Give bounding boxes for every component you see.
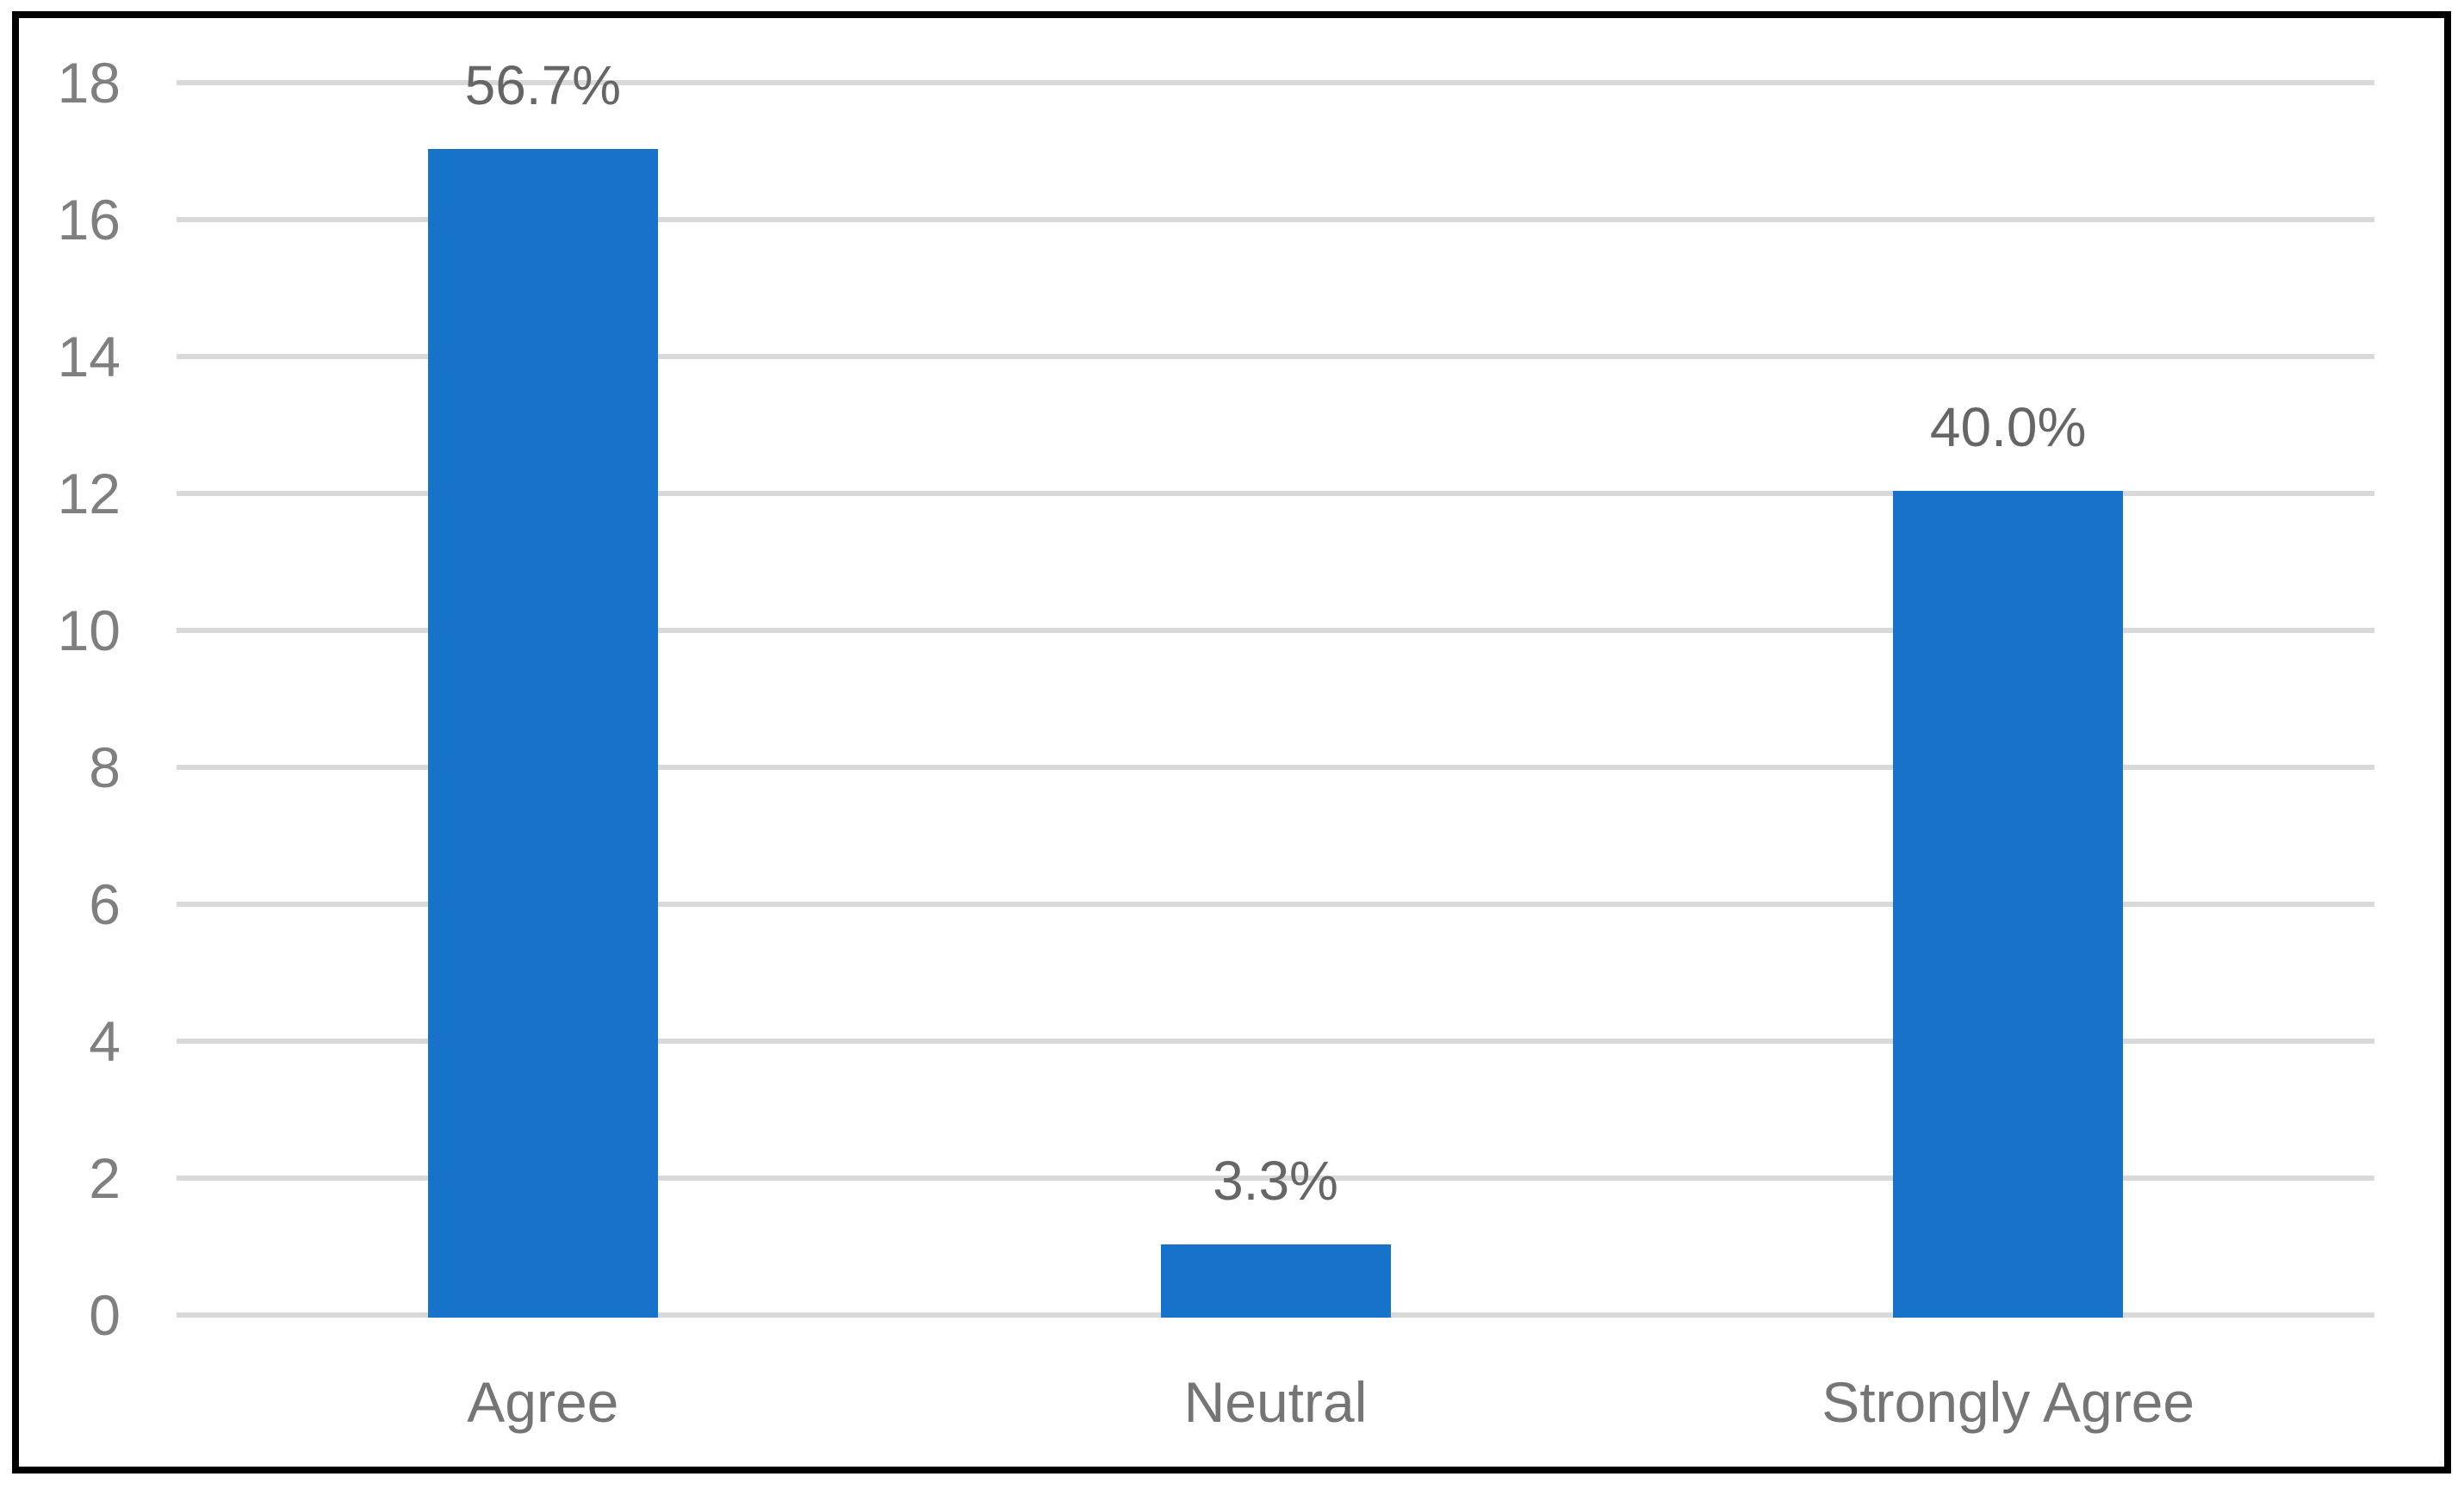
x-axis-category-label: Agree (467, 1370, 619, 1434)
gridline (177, 354, 2374, 359)
gridline (177, 80, 2374, 85)
y-axis-tick-label: 8 (89, 735, 121, 799)
data-label: 56.7% (464, 53, 622, 116)
x-axis-category-label: Neutral (1183, 1370, 1368, 1434)
y-axis-tick-label: 4 (89, 1009, 121, 1073)
chart-frame: 0 2 4 6 8 10 12 14 16 18 56.7% Agree 3.3% Neutral 40.0… (12, 11, 2451, 1473)
y-axis-tick-label: 0 (89, 1283, 121, 1347)
data-label: 3.3% (1213, 1149, 1338, 1212)
y-axis-tick-label: 2 (89, 1146, 121, 1210)
bar-strongly-agree (1893, 491, 2124, 1318)
gridline (177, 765, 2374, 770)
y-axis-tick-label: 10 (57, 599, 121, 662)
gridline (177, 902, 2374, 907)
gridline (177, 628, 2374, 633)
plot-area: 0 2 4 6 8 10 12 14 16 18 56.7% Agree 3.3% Neutral 40.0… (19, 18, 2444, 1467)
bar-agree (427, 148, 658, 1318)
gridline (177, 1039, 2374, 1044)
gridline (177, 217, 2374, 222)
gridline (177, 491, 2374, 496)
gridline (177, 1176, 2374, 1181)
y-axis-tick-label: 14 (57, 325, 121, 388)
y-axis-tick-label: 12 (57, 462, 121, 525)
data-label: 40.0% (1929, 396, 2087, 458)
y-axis-tick-label: 6 (89, 872, 121, 936)
y-axis-tick-label: 18 (57, 51, 121, 115)
x-axis-category-label: Strongly Agree (1822, 1370, 2195, 1434)
y-axis-tick-label: 16 (57, 188, 121, 251)
bar-neutral (1160, 1244, 1391, 1318)
